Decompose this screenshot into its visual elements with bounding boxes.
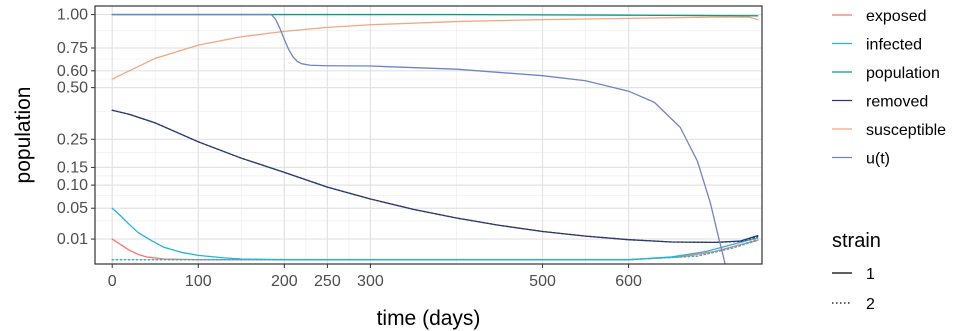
plot-panel: [94, 5, 763, 265]
series-line-susceptible-strain-1: [111, 16, 759, 80]
legend-label-strain: 1: [866, 266, 875, 283]
x-tick-label: 200: [271, 273, 298, 290]
x-tick-label: 300: [357, 273, 384, 290]
y-tick-label: 0.01: [57, 231, 88, 248]
legend-label: infected: [866, 37, 922, 54]
legend-label-strain: 2: [866, 296, 875, 313]
legend-title-strain: strain: [832, 230, 881, 252]
y-axis: 0.01 0.05 0.100.15 0.25 0.500.60 0.75 1.00: [57, 7, 95, 248]
x-tick-label: 600: [615, 273, 642, 290]
series-line-removed-strain-2: [111, 109, 759, 244]
x-tick-label: 100: [185, 273, 212, 290]
x-axis-title: time (days): [377, 307, 481, 330]
y-tick-label: 0.75: [57, 40, 88, 57]
y-tick-label: 0.10: [57, 177, 88, 194]
legend-label: removed: [866, 94, 928, 111]
series-line-u-t-strain-1: [111, 13, 726, 264]
y-axis-title: population: [12, 87, 35, 184]
legend-label: susceptible: [866, 122, 946, 139]
y-tick-label: 1.00: [57, 7, 88, 24]
legend-label: population: [866, 65, 940, 82]
x-axis: 0 100 200 250 300 500 600: [108, 264, 642, 290]
series-line-infected-strain-1: [111, 207, 759, 261]
y-tick-label: 0.15: [57, 159, 88, 176]
legend-label: u(t): [866, 151, 890, 168]
panel-background: [95, 6, 762, 264]
y-tick-label: 0.50: [57, 80, 88, 97]
legend: exposed infected population removed suscepti…: [832, 8, 946, 313]
series-line-infected-strain-2: [111, 239, 759, 261]
panel-border: [94, 5, 763, 265]
y-tick-label: 0.05: [57, 200, 88, 217]
y-tick-label: 0.60: [57, 63, 88, 80]
x-tick-label: 500: [529, 273, 556, 290]
series-lines: [111, 13, 759, 264]
x-tick-label: 250: [314, 273, 341, 290]
x-tick-label: 0: [108, 273, 117, 290]
legend-label: exposed: [866, 8, 927, 25]
y-tick-label: 0.25: [57, 131, 88, 148]
